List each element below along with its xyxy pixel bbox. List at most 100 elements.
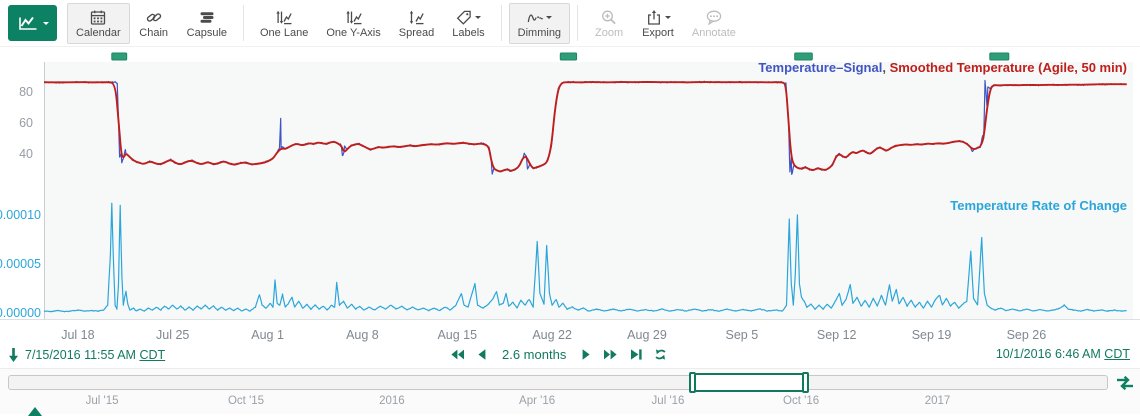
double-right-arrow-icon bbox=[604, 349, 617, 360]
timeline-tick-label: 2016 bbox=[379, 395, 405, 407]
refresh-icon bbox=[655, 349, 666, 360]
double-left-arrow-icon bbox=[451, 349, 464, 360]
axis-tick-label: Sep 5 bbox=[725, 328, 758, 342]
dimming-icon bbox=[526, 8, 553, 26]
range-start-date[interactable]: 7/15/2016 11:55 AM bbox=[25, 348, 136, 362]
clipped-green-icon bbox=[28, 407, 42, 416]
toolbar-buttons: Calendar Chain Capsule One Lane One Y-Axis Sp… bbox=[67, 2, 745, 44]
toolbar-button-label: Capsule bbox=[186, 27, 227, 39]
toolbar-button-chain[interactable]: Chain bbox=[130, 3, 178, 44]
toolbar-button-capsule[interactable]: Capsule bbox=[178, 3, 236, 44]
view-selector-button[interactable] bbox=[8, 5, 57, 41]
toolbar-separator bbox=[243, 5, 244, 41]
range-start-timezone[interactable]: CDT bbox=[139, 348, 166, 362]
labels-icon bbox=[455, 8, 482, 26]
toolbar-button-dimming[interactable]: Dimming bbox=[508, 2, 571, 44]
chevron-down-icon bbox=[664, 16, 671, 22]
range-end-date[interactable]: 10/1/2016 6:46 AM bbox=[995, 347, 1101, 361]
capsule-bar[interactable] bbox=[794, 52, 813, 61]
range-navigation: 2.6 months bbox=[450, 347, 668, 362]
range-start[interactable]: 7/15/2016 11:55 AM CDT bbox=[8, 347, 165, 363]
timeline-tick-label: 2017 bbox=[924, 395, 951, 407]
toolbar-button-calendar[interactable]: Calendar bbox=[67, 2, 130, 44]
lane1-legend: Temperature–Signal, Smoothed Temperature… bbox=[758, 60, 1127, 75]
capsule-icon bbox=[198, 8, 216, 26]
axis-tick-label: Jul 25 bbox=[156, 328, 189, 342]
chevron-down-icon bbox=[42, 22, 49, 28]
axis-tick-label: Aug 15 bbox=[437, 328, 477, 342]
chain-icon bbox=[145, 8, 163, 26]
axis-tick-label: 0.00000 bbox=[0, 306, 41, 320]
toolbar-button-label: Spread bbox=[398, 27, 435, 39]
toolbar-separator bbox=[500, 5, 502, 41]
timeline-tick-label: Oct '16 bbox=[783, 395, 820, 407]
calendar-icon bbox=[89, 8, 107, 26]
axis-tick-label: Aug 29 bbox=[627, 328, 667, 342]
previous-button[interactable] bbox=[475, 347, 490, 362]
legend-smoothed-temperature: Smoothed Temperature (Agile, 50 min) bbox=[889, 60, 1127, 75]
zoom-icon bbox=[600, 8, 618, 26]
axis-tick-label: 0.00005 bbox=[0, 257, 41, 271]
axis-tick-label: 80 bbox=[19, 85, 33, 99]
toolbar-button-label: Annotate bbox=[691, 27, 736, 39]
timeline-expand-icon[interactable] bbox=[1115, 375, 1135, 396]
temperature-rate-of-change-line[interactable] bbox=[43, 202, 1127, 313]
timeline-scrubber: Jul '15 Oct '15 2016 Apr '16 Jul '16 Oct '16 2… bbox=[0, 368, 1140, 414]
capsule-bar[interactable] bbox=[111, 52, 128, 61]
range-end-timezone[interactable]: CDT bbox=[1104, 347, 1130, 361]
toolbar-button-label: Labels bbox=[452, 27, 485, 39]
trend-chart[interactable]: 80 60 40 0.00010 0.00005 0.00000 Jul 18 Jul 25 A… bbox=[0, 0, 1140, 345]
chevron-down-icon bbox=[475, 16, 482, 22]
toolbar-separator bbox=[577, 5, 579, 41]
axis-tick-label: 40 bbox=[19, 147, 33, 161]
toolbar-button-export[interactable]: Export bbox=[633, 3, 683, 44]
toolbar-button-annotate[interactable]: Annotate bbox=[683, 3, 745, 44]
one-lane-icon bbox=[275, 8, 293, 26]
axis-tick-label: Aug 1 bbox=[251, 328, 284, 342]
axis-tick-label: Sep 19 bbox=[912, 328, 952, 342]
right-arrow-icon bbox=[582, 349, 590, 360]
display-range-bar: 7/15/2016 11:55 AM CDT 2.6 months bbox=[0, 344, 1140, 368]
toolbar-button-one-lane[interactable]: One Lane bbox=[251, 3, 317, 44]
toolbar-button-label: Calendar bbox=[76, 27, 121, 39]
toolbar-button-spread[interactable]: Spread bbox=[390, 3, 443, 44]
step-forward-button[interactable] bbox=[603, 347, 618, 362]
toolbar-button-one-y-axis[interactable]: One Y-Axis bbox=[317, 3, 389, 44]
trend-view-icon bbox=[17, 14, 39, 32]
axis-tick-label: 0.00010 bbox=[0, 208, 41, 222]
arrow-down-icon bbox=[8, 347, 19, 363]
toolbar-button-zoom[interactable]: Zoom bbox=[585, 3, 633, 44]
toolbar-button-label: One Y-Axis bbox=[326, 27, 381, 39]
selection-left-handle[interactable] bbox=[689, 372, 696, 393]
skip-to-end-icon bbox=[631, 349, 642, 360]
timeline-tick-label: Apr '16 bbox=[519, 395, 556, 407]
capsule-bar[interactable] bbox=[559, 52, 578, 61]
timeline-tick-label: Jul '15 bbox=[85, 395, 119, 407]
timeline-selection[interactable] bbox=[689, 372, 809, 393]
range-duration[interactable]: 2.6 months bbox=[502, 347, 567, 362]
capsule-bar[interactable] bbox=[989, 52, 1010, 61]
toolbar-button-labels[interactable]: Labels bbox=[443, 3, 493, 44]
smoothed-temperature-line[interactable] bbox=[43, 81, 1127, 173]
lane2-legend: Temperature Rate of Change bbox=[950, 198, 1127, 213]
axis-tick-label: Aug 22 bbox=[532, 328, 572, 342]
step-back-button[interactable] bbox=[450, 347, 465, 362]
left-arrow-icon bbox=[478, 349, 486, 360]
timeline-track[interactable] bbox=[8, 372, 1108, 393]
toolbar-button-label: One Lane bbox=[260, 27, 309, 39]
legend-separator: , bbox=[882, 60, 890, 75]
main-toolbar: Calendar Chain Capsule One Lane One Y-Axis Sp… bbox=[0, 0, 1140, 47]
legend-temperature-signal: Temperature–Signal bbox=[758, 60, 883, 75]
step-to-end-button[interactable] bbox=[628, 347, 643, 362]
spread-icon bbox=[407, 8, 425, 26]
axis-tick-label: Jul 18 bbox=[61, 328, 94, 342]
next-button[interactable] bbox=[578, 347, 593, 362]
chevron-down-icon bbox=[546, 16, 553, 22]
selection-right-handle[interactable] bbox=[802, 372, 809, 393]
range-end[interactable]: 10/1/2016 6:46 AM CDT bbox=[996, 347, 1130, 361]
timeline-tick-label: Oct '15 bbox=[227, 395, 265, 407]
toolbar-button-label: Export bbox=[642, 27, 674, 39]
axis-tick-label: Sep 12 bbox=[817, 328, 857, 342]
axis-tick-label: 60 bbox=[19, 116, 33, 130]
auto-update-button[interactable] bbox=[653, 347, 668, 362]
